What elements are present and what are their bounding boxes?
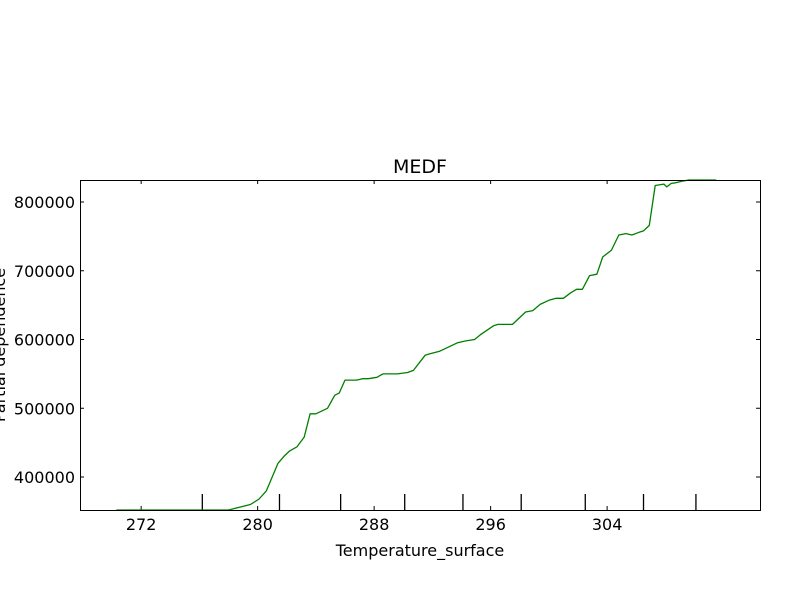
- x-tick-label-1: 280: [242, 515, 273, 534]
- chart-title: MEDF: [393, 156, 447, 178]
- x-tick-label-3: 296: [475, 515, 506, 534]
- plot-frame: [80, 180, 761, 511]
- series-line-0: [116, 179, 717, 511]
- x-tick-label-0: 272: [126, 515, 157, 534]
- plot-background: [80, 180, 760, 510]
- x-axis-ticks: 272 280 288 296 304: [126, 180, 622, 534]
- y-tick-label-3: 700000: [14, 262, 75, 281]
- y-tick-label-0: 400000: [14, 468, 75, 487]
- series-lines: [116, 179, 717, 511]
- y-tick-label-1: 500000: [14, 399, 75, 418]
- y-axis-ticks: 400000 500000 600000 700000 800000: [14, 193, 760, 487]
- rug-marks: [201, 494, 697, 510]
- y-tick-label-2: 600000: [14, 331, 75, 350]
- x-tick-label-4: 304: [592, 515, 623, 534]
- x-axis-title: Temperature_surface: [335, 541, 504, 561]
- y-axis-title: Partial dependence: [0, 268, 9, 422]
- y-tick-label-4: 800000: [14, 193, 75, 212]
- x-tick-label-2: 288: [359, 515, 390, 534]
